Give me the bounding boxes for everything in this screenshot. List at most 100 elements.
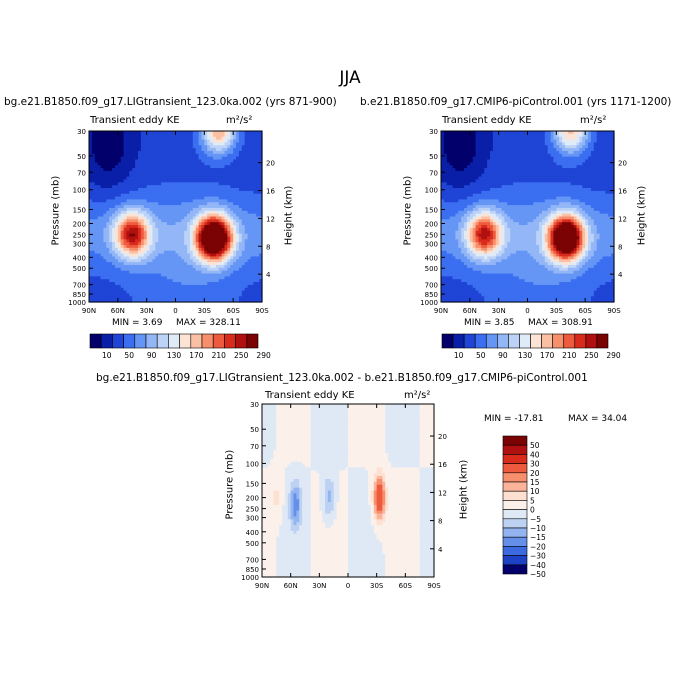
field-cell <box>138 247 142 252</box>
field-cell <box>215 247 220 252</box>
field-cell <box>100 233 105 238</box>
field-cell <box>250 150 254 155</box>
field-cell <box>192 193 197 198</box>
field-cell <box>212 259 217 263</box>
field-cell <box>224 296 228 300</box>
field-cell <box>210 145 214 149</box>
field-cell <box>446 133 451 138</box>
field-cell <box>458 136 462 141</box>
field-cell <box>89 182 93 186</box>
field-cell <box>452 205 457 209</box>
field-cell <box>212 148 217 152</box>
field-cell <box>126 168 130 172</box>
field-cell <box>238 202 243 206</box>
field-cell <box>143 287 148 292</box>
field-cell <box>230 273 234 277</box>
field-cell <box>155 190 159 195</box>
field-cell <box>169 284 174 289</box>
field-cell <box>247 230 252 235</box>
field-cell <box>109 299 113 303</box>
field-cell <box>490 148 494 152</box>
field-cell <box>143 239 148 243</box>
field-cell <box>166 299 171 303</box>
field-cell <box>443 168 448 172</box>
field-cell <box>189 284 194 289</box>
field-cell <box>224 299 228 303</box>
field-cell <box>501 176 506 181</box>
field-cell <box>163 287 168 292</box>
field-cell <box>138 242 142 246</box>
field-cell <box>478 267 482 272</box>
field-cell <box>117 142 122 146</box>
field-cell <box>135 182 139 186</box>
field-cell <box>106 262 110 266</box>
field-cell <box>472 202 477 206</box>
field-cell <box>138 210 142 215</box>
field-cell <box>155 133 159 138</box>
field-cell <box>236 145 240 149</box>
field-cell <box>464 202 468 206</box>
field-cell <box>210 188 214 192</box>
field-cell <box>152 230 156 235</box>
field-cell <box>244 207 249 212</box>
field-cell <box>103 282 107 286</box>
field-cell <box>112 262 116 266</box>
field-cell <box>126 267 130 272</box>
field-cell <box>478 239 482 243</box>
field-cell <box>172 222 177 226</box>
field-cell <box>117 287 122 292</box>
field-cell <box>161 225 165 229</box>
field-cell <box>161 136 165 141</box>
field-cell <box>138 199 142 203</box>
field-cell <box>210 245 214 249</box>
field-cell <box>123 190 128 195</box>
field-cell <box>446 293 451 297</box>
field-cell <box>120 256 125 260</box>
field-cell <box>135 219 139 223</box>
field-cell <box>443 145 448 149</box>
field-cell <box>215 173 220 178</box>
field-cell <box>475 287 480 292</box>
field-cell <box>495 153 500 158</box>
field-cell <box>175 293 179 297</box>
field-cell <box>175 256 179 260</box>
field-cell <box>215 159 220 163</box>
field-cell <box>233 170 237 175</box>
field-cell <box>198 193 203 198</box>
field-cell <box>210 165 214 169</box>
field-cell <box>481 256 485 260</box>
field-cell <box>132 196 136 200</box>
field-cell <box>446 279 451 283</box>
field-cell <box>161 176 165 181</box>
field-cell <box>256 253 260 257</box>
field-cell <box>152 133 156 138</box>
field-cell <box>204 276 208 280</box>
field-cell <box>163 139 168 143</box>
field-cell <box>126 205 130 209</box>
field-cell <box>143 227 148 232</box>
field-cell <box>195 267 200 272</box>
field-cell <box>158 299 162 303</box>
field-cell <box>146 205 151 209</box>
field-cell <box>250 245 254 249</box>
field-cell <box>455 259 459 263</box>
field-cell <box>120 279 125 283</box>
field-cell <box>487 279 491 283</box>
field-cell <box>256 136 260 141</box>
field-cell <box>455 216 459 220</box>
field-cell <box>501 142 506 146</box>
field-cell <box>227 162 231 166</box>
field-cell <box>89 193 93 198</box>
field-cell <box>120 276 125 280</box>
field-cell <box>201 179 205 183</box>
field-cell <box>449 250 454 255</box>
field-cell <box>109 190 113 195</box>
field-cell <box>140 196 145 200</box>
field-cell <box>484 193 488 198</box>
field-cell <box>178 145 182 149</box>
field-cell <box>487 133 491 138</box>
field-cell <box>443 150 448 155</box>
field-cell <box>475 168 480 172</box>
field-cell <box>103 264 107 269</box>
field-cell <box>146 179 151 183</box>
